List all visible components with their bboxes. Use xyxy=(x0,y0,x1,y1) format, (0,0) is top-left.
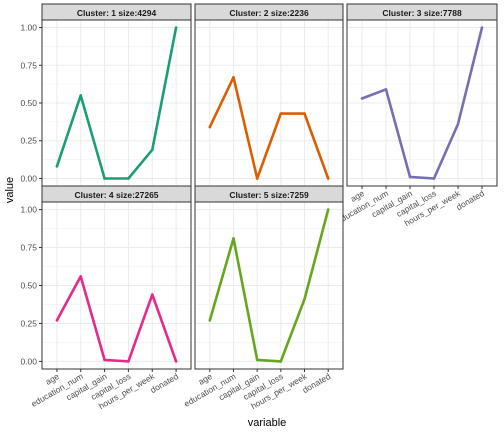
y-axis-title: value xyxy=(4,177,16,203)
data-point xyxy=(360,97,364,100)
y-tick-label: 0.00 xyxy=(20,356,37,366)
data-point xyxy=(432,177,436,180)
data-point xyxy=(480,26,484,29)
panel-3: Cluster: 3 size:7788ageeducation_numcapi… xyxy=(335,3,498,228)
data-point xyxy=(55,165,59,168)
data-point xyxy=(255,177,259,180)
data-point xyxy=(127,360,130,363)
panel-title: Cluster: 5 size:7259 xyxy=(229,190,309,200)
y-tick-label: 0.50 xyxy=(20,281,37,291)
y-tick-label: 0.25 xyxy=(20,136,37,146)
data-point xyxy=(384,88,388,91)
series-line xyxy=(208,76,330,180)
data-point xyxy=(103,358,106,362)
data-point xyxy=(232,76,235,79)
panel-border xyxy=(194,201,344,370)
x-tick-label: donated xyxy=(454,188,486,212)
data-point xyxy=(408,175,412,179)
panel-4: Cluster: 4 size:27265 0.00 0.25 0.50 0.75 1.0… xyxy=(20,185,192,411)
panel-2: Cluster: 2 size:2236 xyxy=(194,3,344,187)
data-point xyxy=(303,112,306,115)
y-tick-label: 0.00 xyxy=(20,173,37,183)
series-line xyxy=(55,275,178,363)
series-line xyxy=(55,27,178,180)
data-point xyxy=(174,360,178,363)
series-line xyxy=(208,209,330,363)
data-point xyxy=(326,177,330,180)
data-point xyxy=(103,177,106,180)
panel-title: Cluster: 3 size:7788 xyxy=(382,8,462,18)
data-point xyxy=(150,148,154,152)
panel-title: Cluster: 2 size:2236 xyxy=(229,8,309,18)
data-point xyxy=(174,26,178,29)
panel-5: Cluster: 5 size:7259ageeducation_numcapi… xyxy=(182,185,344,411)
data-point xyxy=(208,125,212,129)
y-tick-label: 1.00 xyxy=(20,205,37,215)
series-line xyxy=(361,27,484,180)
panel-title: Cluster: 1 size:4294 xyxy=(77,8,157,18)
data-point xyxy=(279,112,283,115)
data-point xyxy=(127,177,130,180)
data-point xyxy=(456,122,460,126)
chart-panels: Cluster: 1 size:4294 0.00 0.25 0.50 0.75 1.00… xyxy=(20,3,498,411)
y-tick-label: 0.50 xyxy=(20,98,37,108)
y-tick-label: 1.00 xyxy=(20,23,37,33)
y-tick-label: 0.75 xyxy=(20,243,37,253)
data-point xyxy=(232,237,235,240)
data-point xyxy=(79,94,83,97)
y-tick-label: 0.25 xyxy=(20,318,37,328)
data-point xyxy=(255,358,259,362)
data-point xyxy=(79,275,83,278)
y-tick-label: 0.75 xyxy=(20,60,37,70)
data-point xyxy=(208,319,212,322)
panel-1: Cluster: 1 size:4294 0.00 0.25 0.50 0.75 1.00 xyxy=(20,3,192,187)
data-point xyxy=(303,297,306,301)
data-point xyxy=(150,293,154,296)
data-point xyxy=(326,208,330,211)
panel-title: Cluster: 4 size:27265 xyxy=(74,190,158,200)
panel-border xyxy=(346,19,498,187)
x-axis-title: variable xyxy=(248,417,287,429)
data-point xyxy=(55,319,59,322)
data-point xyxy=(279,360,283,363)
